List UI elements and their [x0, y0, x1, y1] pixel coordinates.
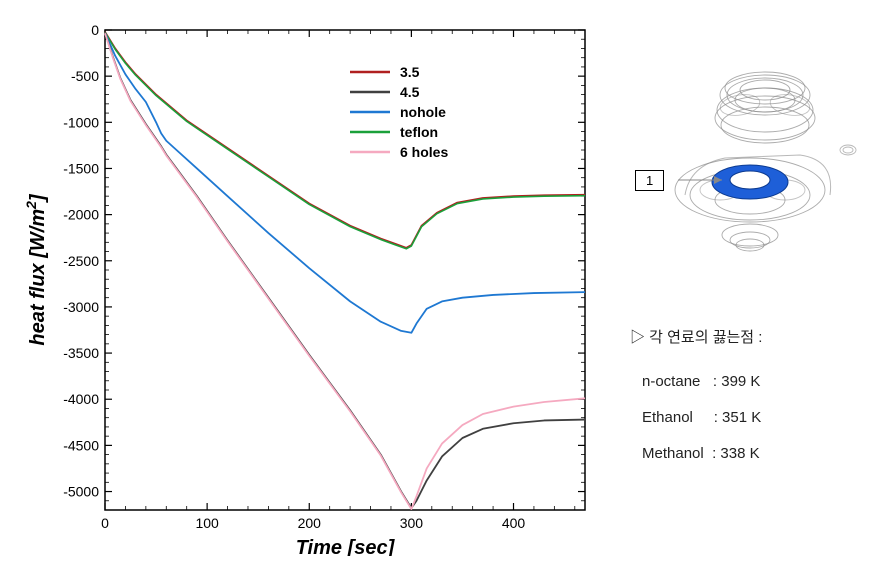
svg-text:3.5: 3.5 — [400, 64, 420, 80]
svg-text:100: 100 — [195, 515, 219, 531]
schematic-callout: 1 — [635, 170, 664, 191]
svg-text:4.5: 4.5 — [400, 84, 420, 100]
fuel-header: ▷ 각 연료의 끓는점 : — [630, 320, 880, 356]
svg-text:-500: -500 — [71, 68, 99, 84]
svg-text:300: 300 — [400, 515, 424, 531]
svg-text:0: 0 — [91, 22, 99, 38]
svg-text:Time [sec]: Time [sec] — [296, 537, 396, 556]
schematic-callout-text: 1 — [646, 173, 653, 188]
svg-text:400: 400 — [502, 515, 526, 531]
fuel-name: n-octane — [642, 373, 700, 390]
svg-text:-3000: -3000 — [63, 299, 99, 315]
fuel-row: Ethanol : 351 K — [630, 400, 880, 436]
schematic-container: 1 — [630, 40, 870, 280]
fuel-row: Methanol : 338 K — [630, 436, 880, 472]
fuel-value: : 399 K — [713, 373, 761, 390]
fuel-value: : 338 K — [712, 445, 760, 462]
svg-text:nohole: nohole — [400, 104, 446, 120]
chart-container: 0 100 200 300 400 0 -500 -1000 -1500 -2000 -2500 -3… — [20, 10, 610, 556]
heat-flux-chart: 0 100 200 300 400 0 -500 -1000 -1500 -2000 -2500 -3… — [20, 10, 610, 556]
svg-text:-1000: -1000 — [63, 114, 99, 130]
fuel-name: Ethanol — [642, 409, 693, 426]
svg-text:200: 200 — [298, 515, 322, 531]
fuel-name: Methanol — [642, 445, 704, 462]
fuel-row: n-octane : 399 K — [630, 364, 880, 400]
svg-text:-5000: -5000 — [63, 484, 99, 500]
svg-text:-4500: -4500 — [63, 437, 99, 453]
svg-text:-2500: -2500 — [63, 253, 99, 269]
svg-text:-1500: -1500 — [63, 160, 99, 176]
svg-text:heat flux [W/m2]: heat flux [W/m2] — [23, 193, 49, 345]
schematic-drawing — [630, 40, 870, 280]
svg-text:-3500: -3500 — [63, 345, 99, 361]
svg-text:-4000: -4000 — [63, 391, 99, 407]
svg-text:0: 0 — [101, 515, 109, 531]
fuel-info: ▷ 각 연료의 끓는점 : n-octane : 399 K Ethanol :… — [630, 320, 880, 472]
svg-text:-2000: -2000 — [63, 207, 99, 223]
svg-text:teflon: teflon — [400, 124, 438, 140]
svg-text:6 holes: 6 holes — [400, 144, 448, 160]
right-panel: 1 ▷ 각 연료의 끓는점 : n-octane : 399 K Ethanol… — [630, 40, 880, 472]
fuel-value: : 351 K — [714, 409, 762, 426]
